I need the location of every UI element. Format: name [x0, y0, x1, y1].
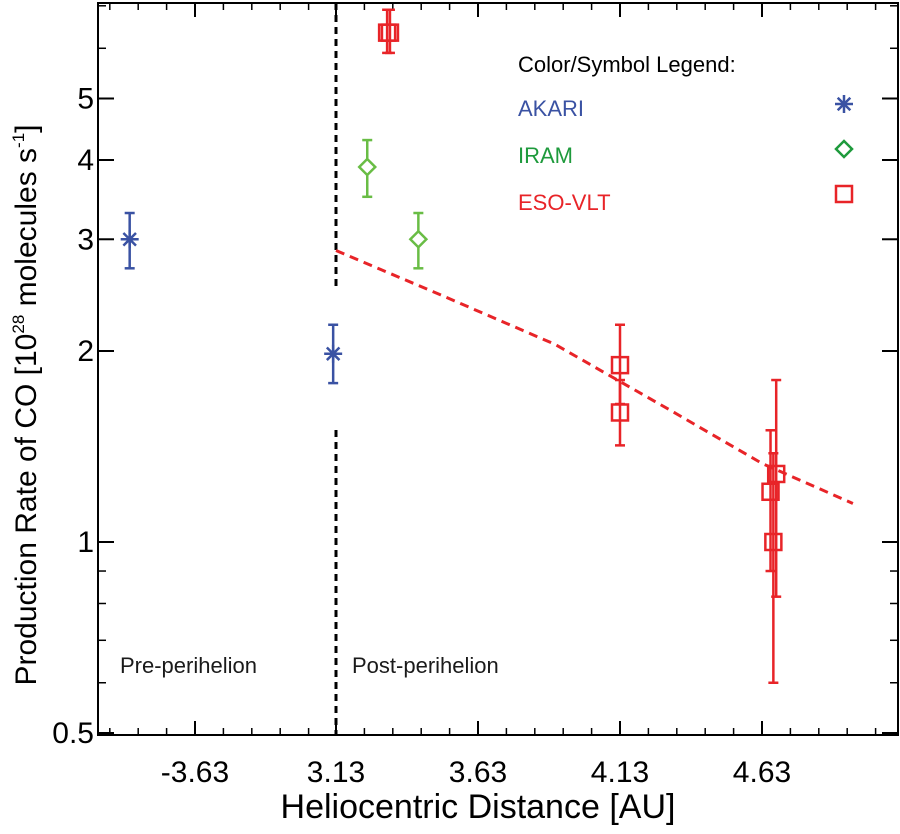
axes-layer: -3.63 3.13 3.63 4.13 4.63 0.5 1 2 3 4 5 [52, 2, 899, 789]
region-label-pre: Pre-perihelion [120, 653, 257, 678]
region-label-post: Post-perihelion [352, 653, 499, 678]
y-tick-label: 4 [77, 144, 94, 177]
iram-marker [357, 157, 378, 177]
y-axis-label: Production Rate of CO [1028 molecules s-… [9, 124, 43, 685]
eso-vlt-point [766, 378, 786, 598]
legend-label-akari: AKARI [518, 96, 584, 121]
x-tick-label: -3.63 [161, 756, 229, 789]
eso-vlt-marker [761, 482, 780, 502]
eso-vlt-point [380, 8, 400, 55]
eso-vlt-marker [380, 23, 400, 42]
iram-marker [408, 229, 429, 250]
legend-marker-akari [835, 95, 853, 113]
legend: Color/Symbol Legend: AKARI IRAM ESO-VLT [518, 52, 736, 215]
akari-marker [120, 230, 139, 249]
fit-curve [335, 249, 854, 505]
x-axis-label: Heliocentric Distance [AU] [281, 788, 676, 826]
legend-marker-iram [834, 139, 854, 159]
eso-vlt-marker [764, 532, 783, 552]
legend-label-iram: IRAM [518, 143, 573, 168]
y-tick-label: 5 [77, 83, 94, 116]
data-layer [120, 3, 854, 735]
y-tick-label: 0.5 [52, 717, 94, 750]
akari-point [324, 323, 343, 385]
x-tick-label: 3.13 [307, 756, 365, 789]
eso-vlt-marker [610, 403, 630, 422]
eso-vlt-marker [610, 355, 630, 375]
iram-point [357, 138, 378, 199]
eso-vlt-marker [766, 464, 786, 484]
y-tick-label: 1 [77, 526, 94, 559]
y-tick-label: 3 [77, 223, 94, 256]
iram-point [408, 211, 429, 270]
legend-marker-eso-vlt [834, 184, 854, 204]
akari-marker [324, 344, 343, 363]
akari-point [120, 211, 139, 270]
y-tick-label: 2 [77, 335, 94, 368]
x-tick-label: 3.63 [449, 756, 507, 789]
x-tick-label: 4.63 [733, 756, 791, 789]
legend-label-eso-vlt: ESO-VLT [518, 190, 611, 215]
plot-frame [97, 2, 899, 736]
eso-vlt-point [610, 378, 630, 447]
legend-title: Color/Symbol Legend: [518, 52, 736, 77]
x-tick-label: 4.13 [591, 756, 649, 789]
